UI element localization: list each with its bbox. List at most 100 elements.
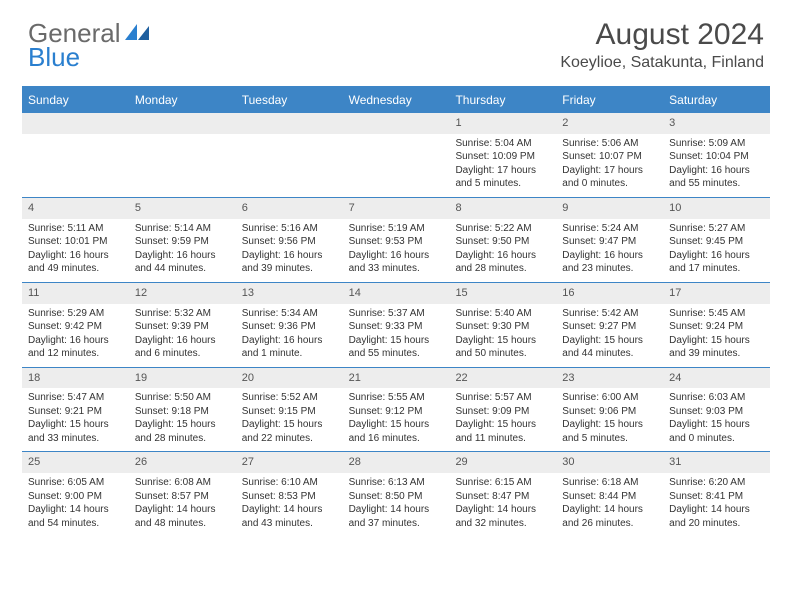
day-header: Monday [129,88,236,112]
daylight-line: Daylight: 15 hours and 11 minutes. [455,418,550,445]
day-number: 4 [22,198,129,219]
day-cell: 11Sunrise: 5:29 AMSunset: 9:42 PMDayligh… [22,283,129,367]
day-body: Sunrise: 5:47 AMSunset: 9:21 PMDaylight:… [22,388,129,451]
sunrise-line: Sunrise: 5:19 AM [349,222,444,236]
day-number: 5 [129,198,236,219]
sunrise-line: Sunrise: 5:45 AM [669,307,764,321]
day-number: 9 [556,198,663,219]
day-cell: 19Sunrise: 5:50 AMSunset: 9:18 PMDayligh… [129,368,236,452]
daylight-line: Daylight: 16 hours and 1 minute. [242,334,337,361]
sunrise-line: Sunrise: 5:27 AM [669,222,764,236]
sunrise-line: Sunrise: 5:24 AM [562,222,657,236]
sunrise-line: Sunrise: 5:16 AM [242,222,337,236]
sunrise-line: Sunrise: 5:29 AM [28,307,123,321]
day-cell: 1Sunrise: 5:04 AMSunset: 10:09 PMDayligh… [449,113,556,197]
day-cell: 10Sunrise: 5:27 AMSunset: 9:45 PMDayligh… [663,198,770,282]
day-body [129,134,236,192]
day-number: 22 [449,368,556,389]
day-body: Sunrise: 5:34 AMSunset: 9:36 PMDaylight:… [236,304,343,367]
day-cell: 25Sunrise: 6:05 AMSunset: 9:00 PMDayligh… [22,452,129,536]
sunrise-line: Sunrise: 6:18 AM [562,476,657,490]
day-header: Wednesday [343,88,450,112]
day-body: Sunrise: 5:16 AMSunset: 9:56 PMDaylight:… [236,219,343,282]
daylight-line: Daylight: 15 hours and 50 minutes. [455,334,550,361]
day-cell: 15Sunrise: 5:40 AMSunset: 9:30 PMDayligh… [449,283,556,367]
day-cell: 12Sunrise: 5:32 AMSunset: 9:39 PMDayligh… [129,283,236,367]
day-cell: 24Sunrise: 6:03 AMSunset: 9:03 PMDayligh… [663,368,770,452]
day-body: Sunrise: 5:45 AMSunset: 9:24 PMDaylight:… [663,304,770,367]
day-cell: 18Sunrise: 5:47 AMSunset: 9:21 PMDayligh… [22,368,129,452]
daylight-line: Daylight: 17 hours and 0 minutes. [562,164,657,191]
daylight-line: Daylight: 14 hours and 32 minutes. [455,503,550,530]
day-cell [236,113,343,197]
daylight-line: Daylight: 15 hours and 33 minutes. [28,418,123,445]
sunset-line: Sunset: 9:15 PM [242,405,337,419]
logo-text-part2: Blue [28,42,80,72]
daylight-line: Daylight: 15 hours and 44 minutes. [562,334,657,361]
daylight-line: Daylight: 17 hours and 5 minutes. [455,164,550,191]
daylight-line: Daylight: 15 hours and 16 minutes. [349,418,444,445]
sunrise-line: Sunrise: 5:57 AM [455,391,550,405]
daylight-line: Daylight: 15 hours and 0 minutes. [669,418,764,445]
day-number: 26 [129,452,236,473]
day-cell: 23Sunrise: 6:00 AMSunset: 9:06 PMDayligh… [556,368,663,452]
day-header: Tuesday [236,88,343,112]
sunset-line: Sunset: 9:21 PM [28,405,123,419]
sunrise-line: Sunrise: 6:10 AM [242,476,337,490]
day-number: 31 [663,452,770,473]
day-body: Sunrise: 5:42 AMSunset: 9:27 PMDaylight:… [556,304,663,367]
day-number: 10 [663,198,770,219]
sunset-line: Sunset: 9:50 PM [455,235,550,249]
sunrise-line: Sunrise: 5:40 AM [455,307,550,321]
calendar-grid: SundayMondayTuesdayWednesdayThursdayFrid… [22,86,770,536]
day-cell: 29Sunrise: 6:15 AMSunset: 8:47 PMDayligh… [449,452,556,536]
sunset-line: Sunset: 9:30 PM [455,320,550,334]
sunrise-line: Sunrise: 5:22 AM [455,222,550,236]
day-body: Sunrise: 6:00 AMSunset: 9:06 PMDaylight:… [556,388,663,451]
sunset-line: Sunset: 9:06 PM [562,405,657,419]
day-body: Sunrise: 5:14 AMSunset: 9:59 PMDaylight:… [129,219,236,282]
daylight-line: Daylight: 16 hours and 23 minutes. [562,249,657,276]
sunrise-line: Sunrise: 6:15 AM [455,476,550,490]
day-cell: 8Sunrise: 5:22 AMSunset: 9:50 PMDaylight… [449,198,556,282]
weeks-container: 1Sunrise: 5:04 AMSunset: 10:09 PMDayligh… [22,112,770,536]
sunset-line: Sunset: 9:56 PM [242,235,337,249]
day-number: 23 [556,368,663,389]
day-number: 17 [663,283,770,304]
day-number: 29 [449,452,556,473]
day-number: 16 [556,283,663,304]
day-cell: 31Sunrise: 6:20 AMSunset: 8:41 PMDayligh… [663,452,770,536]
day-number: 30 [556,452,663,473]
day-cell: 6Sunrise: 5:16 AMSunset: 9:56 PMDaylight… [236,198,343,282]
week-row: 4Sunrise: 5:11 AMSunset: 10:01 PMDayligh… [22,197,770,282]
sunset-line: Sunset: 9:33 PM [349,320,444,334]
day-body: Sunrise: 5:27 AMSunset: 9:45 PMDaylight:… [663,219,770,282]
daylight-line: Daylight: 14 hours and 43 minutes. [242,503,337,530]
sunset-line: Sunset: 8:41 PM [669,490,764,504]
day-cell [343,113,450,197]
day-body: Sunrise: 5:19 AMSunset: 9:53 PMDaylight:… [343,219,450,282]
day-body: Sunrise: 6:05 AMSunset: 9:00 PMDaylight:… [22,473,129,536]
day-body: Sunrise: 5:32 AMSunset: 9:39 PMDaylight:… [129,304,236,367]
sunrise-line: Sunrise: 6:00 AM [562,391,657,405]
day-body: Sunrise: 5:22 AMSunset: 9:50 PMDaylight:… [449,219,556,282]
day-body: Sunrise: 5:04 AMSunset: 10:09 PMDaylight… [449,134,556,197]
day-cell: 30Sunrise: 6:18 AMSunset: 8:44 PMDayligh… [556,452,663,536]
daylight-line: Daylight: 16 hours and 28 minutes. [455,249,550,276]
sunrise-line: Sunrise: 5:50 AM [135,391,230,405]
daylight-line: Daylight: 14 hours and 37 minutes. [349,503,444,530]
sunset-line: Sunset: 9:45 PM [669,235,764,249]
daylight-line: Daylight: 15 hours and 55 minutes. [349,334,444,361]
sunset-line: Sunset: 9:24 PM [669,320,764,334]
sunset-line: Sunset: 8:44 PM [562,490,657,504]
daylight-line: Daylight: 16 hours and 55 minutes. [669,164,764,191]
sunrise-line: Sunrise: 5:47 AM [28,391,123,405]
sunrise-line: Sunrise: 5:11 AM [28,222,123,236]
sunrise-line: Sunrise: 5:37 AM [349,307,444,321]
location-subtitle: Koeylioe, Satakunta, Finland [560,54,764,72]
sunset-line: Sunset: 9:00 PM [28,490,123,504]
day-number [236,113,343,134]
day-body: Sunrise: 6:13 AMSunset: 8:50 PMDaylight:… [343,473,450,536]
daylight-line: Daylight: 14 hours and 54 minutes. [28,503,123,530]
sunrise-line: Sunrise: 5:34 AM [242,307,337,321]
